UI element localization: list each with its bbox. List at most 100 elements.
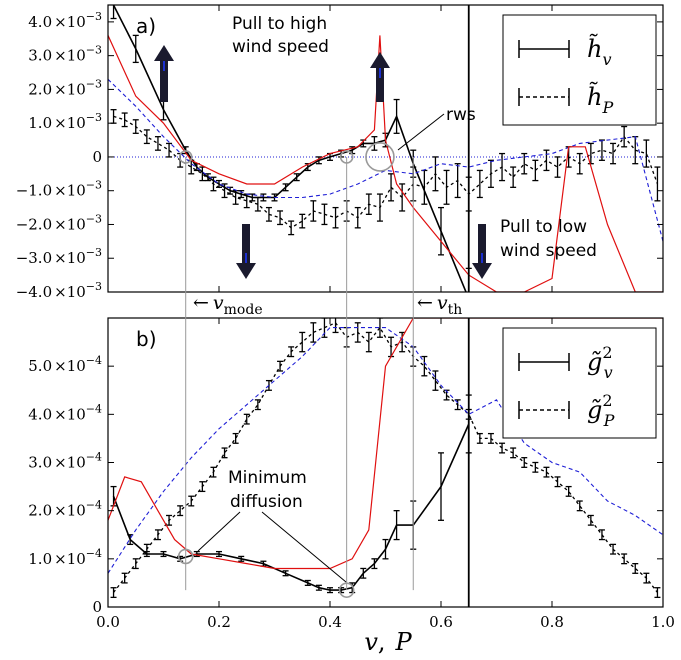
pull-low-text-2: wind speed	[500, 241, 597, 261]
legend-label: g̃2 P	[587, 391, 615, 430]
y-tick-mantissa: 3.0	[28, 454, 52, 472]
y-tick-label: 3.0 ×10−4	[28, 451, 102, 472]
y-tick-exp-base: ×10	[54, 13, 86, 31]
y-tick-label: 2.0 ×10−4	[28, 499, 102, 520]
y-tick-exp-power: −4	[86, 451, 102, 464]
y-tick-exp-base: ×10	[54, 182, 86, 200]
pull-low-text-1: Pull to low	[500, 217, 587, 237]
legend-label-sup: 2	[602, 343, 612, 362]
series-line-0-3	[108, 35, 663, 292]
y-tick-exp-base: ×10	[54, 215, 86, 233]
y-tick-label: 2.0 ×10−3	[28, 77, 102, 98]
y-tick-mantissa: 0	[92, 148, 102, 166]
y-tick-exp-power: −3	[86, 179, 102, 192]
series-line-1-3	[108, 318, 663, 570]
x-tick-label: 0.4	[318, 613, 342, 631]
rws-text: rws	[446, 105, 476, 125]
y-tick-exp-base: ×10	[54, 357, 86, 375]
panel-a: 4.0 ×10−33.0 ×10−32.0 ×10−31.0 ×10−30−1.0 ×10…	[16, 4, 664, 301]
x-tick-label: 0.8	[540, 613, 564, 631]
marker-subscript: th	[448, 302, 463, 318]
y-tick-exp-base: ×10	[54, 405, 86, 423]
x-tick-label: 0.6	[429, 613, 453, 631]
y-tick-label: −3.0 ×10−3	[16, 246, 102, 267]
legend: h̃vh̃P	[502, 14, 657, 126]
y-tick-mantissa: −1.0	[16, 182, 52, 200]
x-axis-label-v: v	[364, 628, 378, 656]
min-diffusion-pointer	[197, 511, 241, 552]
legend-label-base: h̃	[587, 82, 602, 111]
y-tick-mantissa: 1.0	[28, 114, 52, 132]
y-tick-label: −4.0 ×10−3	[16, 280, 102, 301]
y-tick-exp-base: ×10	[54, 283, 86, 301]
y-tick-label: −1.0 ×10−3	[16, 179, 102, 200]
pull-high-arrow-1-head	[154, 45, 174, 61]
legend: g̃2 v g̃2 P	[502, 327, 657, 439]
panel-b: 5.0 ×10−44.0 ×10−43.0 ×10−42.0 ×10−41.0 ×10−4…	[28, 317, 675, 631]
rws-pointer	[397, 113, 445, 151]
min-diffusion-pointer	[261, 511, 347, 583]
marker-subscript: mode	[224, 302, 263, 318]
legend-label: g̃2 v	[587, 343, 613, 382]
v-mode-label: ← vmode	[193, 292, 263, 318]
fixed-point-circle	[339, 150, 354, 164]
y-tick-exp-power: −3	[86, 246, 102, 259]
y-tick-exp-power: −3	[86, 212, 102, 225]
y-tick-exp-power: −3	[86, 44, 102, 57]
y-tick-mantissa: −3.0	[16, 249, 52, 267]
y-tick-exp-base: ×10	[54, 80, 86, 98]
legend-box	[502, 14, 657, 126]
y-tick-mantissa: 2.0	[28, 80, 52, 98]
marker-arrow: ←	[417, 292, 433, 314]
fixed-point-circle	[178, 150, 193, 164]
y-tick-exp-base: ×10	[54, 454, 86, 472]
x-axis-label-sep: ,	[378, 628, 386, 656]
legend-label-sup: 2	[602, 391, 612, 410]
pull-high-text-1: Pull to high	[232, 14, 327, 34]
y-tick-exp-power: −4	[86, 402, 102, 415]
y-tick-exp-base: ×10	[54, 249, 86, 267]
y-tick-mantissa: −4.0	[16, 283, 52, 301]
legend-box	[502, 327, 657, 439]
y-tick-label: 0	[92, 598, 102, 616]
y-tick-label: −2.0 ×10−3	[16, 212, 102, 233]
y-tick-mantissa: 4.0	[28, 13, 52, 31]
legend-label-sub: P	[603, 411, 615, 430]
y-tick-label: 5.0 ×10−4	[28, 354, 102, 375]
min-diffusion-text-1: Minimum	[228, 468, 307, 488]
marker-arrow: ←	[193, 292, 209, 314]
y-tick-exp-power: −4	[86, 499, 102, 512]
y-tick-label: 1.0 ×10−3	[28, 111, 102, 132]
plot-area	[108, 5, 663, 292]
y-tick-mantissa: 4.0	[28, 405, 52, 423]
y-tick-mantissa: 0	[92, 598, 102, 616]
y-tick-exp-power: −4	[86, 354, 102, 367]
series-line-1-0	[112, 423, 470, 591]
y-tick-mantissa: −2.0	[16, 215, 52, 233]
y-tick-label: 3.0 ×10−3	[28, 44, 102, 65]
y-tick-mantissa: 5.0	[28, 357, 52, 375]
legend-label-sub: v	[602, 50, 611, 69]
min-diffusion-circle	[338, 582, 355, 598]
y-tick-mantissa: 2.0	[28, 502, 52, 520]
y-tick-exp-base: ×10	[54, 550, 86, 568]
x-tick-label: 0.0	[96, 613, 120, 631]
pull-high-text-2: wind speed	[232, 37, 329, 57]
y-tick-exp-base: ×10	[54, 502, 86, 520]
y-tick-mantissa: 3.0	[28, 47, 52, 65]
y-tick-mantissa: 1.0	[28, 550, 52, 568]
y-tick-label: 4.0 ×10−4	[28, 402, 102, 423]
y-tick-exp-base: ×10	[54, 114, 86, 132]
pull-low-arrow-1-head	[236, 263, 256, 279]
y-tick-exp-power: −3	[86, 77, 102, 90]
fixed-point-circle	[365, 142, 395, 172]
y-tick-exp-power: −3	[86, 280, 102, 293]
min-diffusion-text-2: diffusion	[230, 492, 303, 512]
legend-label: h̃v	[587, 34, 612, 69]
x-tick-label: 1.0	[651, 613, 675, 631]
series-line-0-1	[113, 115, 659, 229]
legend-label-sub: v	[604, 363, 613, 382]
series-line-1-2	[108, 327, 663, 574]
